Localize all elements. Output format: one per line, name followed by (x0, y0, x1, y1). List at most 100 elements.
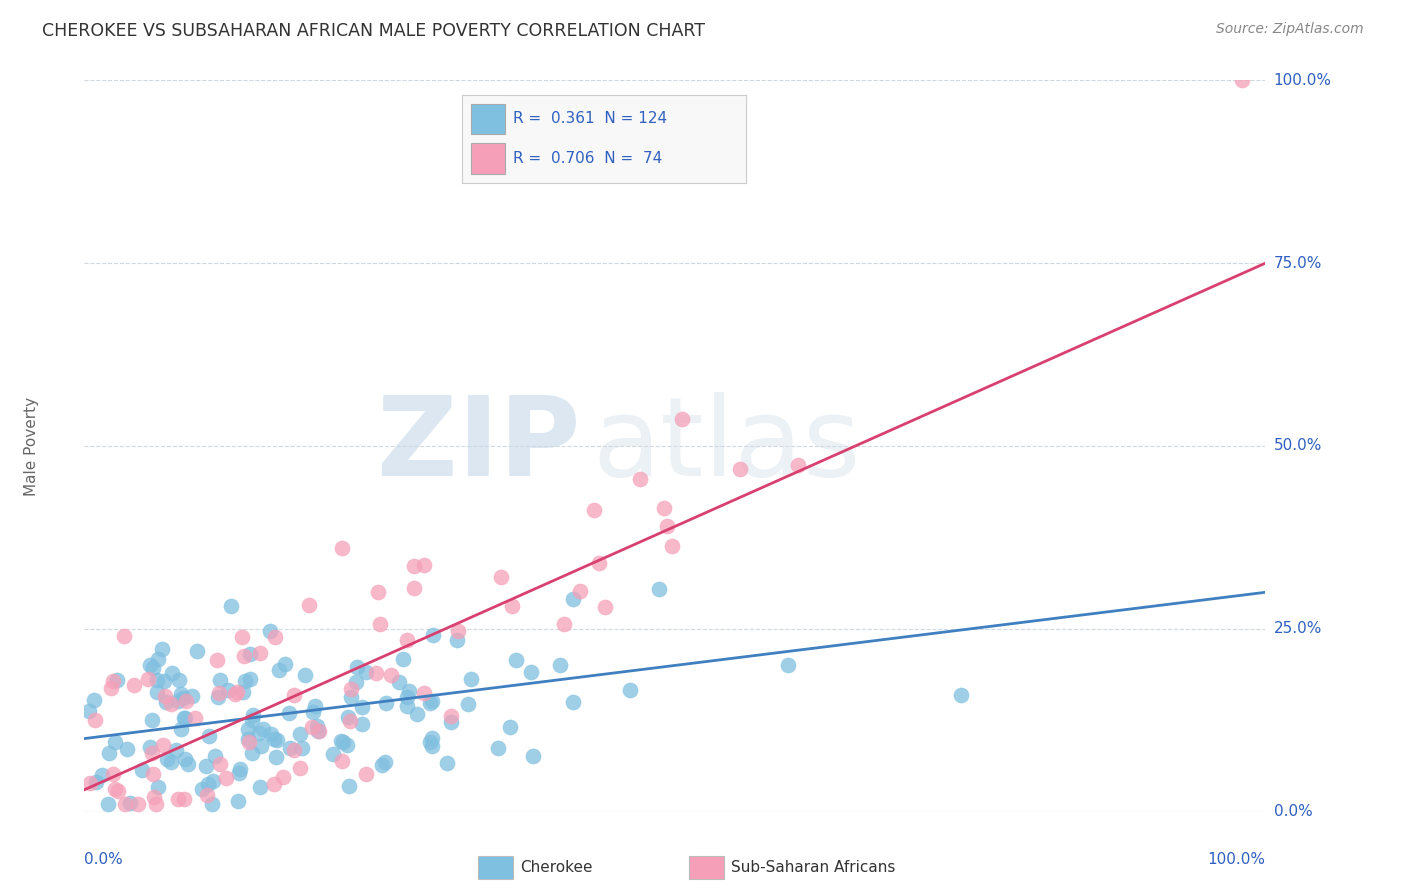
Text: ZIP: ZIP (377, 392, 581, 500)
Point (283, 743, 305, 757)
Point (184, 710, 207, 724)
Point (395, 633, 418, 648)
Point (344, 674, 367, 689)
Point (165, 743, 187, 757)
Point (160, 755, 183, 769)
Point (412, 685, 434, 699)
Text: CHEROKEE VS SUBSAHARAN AFRICAN MALE POVERTY CORRELATION CHART: CHEROKEE VS SUBSAHARAN AFRICAN MALE POVE… (42, 22, 706, 40)
Point (172, 691, 194, 706)
Point (520, 665, 543, 679)
Point (142, 767, 165, 781)
Point (460, 673, 482, 687)
Text: 50.0%: 50.0% (1274, 439, 1322, 453)
Point (247, 726, 270, 740)
Point (307, 724, 329, 739)
Point (582, 503, 605, 517)
Point (395, 699, 418, 714)
Point (214, 771, 236, 785)
Point (364, 665, 387, 680)
Point (143, 790, 166, 805)
Point (259, 624, 281, 639)
Point (420, 731, 443, 745)
Point (97, 797, 120, 812)
Point (242, 707, 264, 722)
Point (242, 746, 264, 760)
Point (228, 766, 250, 780)
Point (79, 776, 101, 790)
Point (522, 749, 544, 764)
Point (370, 758, 392, 772)
Point (671, 411, 693, 425)
Point (240, 713, 263, 727)
Point (569, 584, 592, 599)
Point (238, 734, 260, 748)
Point (419, 696, 441, 710)
Point (380, 668, 402, 682)
Point (367, 584, 389, 599)
Point (269, 663, 291, 677)
Point (167, 673, 190, 687)
Point (294, 668, 316, 682)
Text: Source: ZipAtlas.com: Source: ZipAtlas.com (1216, 22, 1364, 37)
Point (233, 674, 256, 689)
Point (283, 689, 305, 703)
Point (413, 558, 436, 573)
FancyBboxPatch shape (471, 103, 505, 135)
Point (263, 630, 285, 644)
Point (224, 687, 246, 701)
Point (264, 750, 287, 764)
Point (104, 735, 127, 749)
Point (260, 726, 283, 740)
Point (209, 673, 232, 687)
Point (115, 742, 138, 756)
Point (194, 759, 217, 773)
Point (197, 776, 219, 790)
Point (202, 773, 225, 788)
Point (173, 792, 195, 806)
Text: 25.0%: 25.0% (1274, 622, 1322, 636)
Point (501, 599, 523, 614)
Point (619, 682, 641, 697)
Point (84, 775, 107, 789)
Point (505, 653, 527, 667)
Point (167, 792, 190, 806)
Point (170, 722, 193, 736)
Point (628, 472, 651, 486)
Point (122, 678, 145, 692)
Point (219, 599, 242, 613)
Point (305, 719, 328, 733)
Point (1230, 73, 1253, 87)
Point (337, 710, 360, 724)
Point (174, 752, 197, 766)
Point (405, 707, 427, 722)
Point (446, 632, 468, 647)
Point (233, 648, 256, 663)
Point (550, 657, 572, 672)
Point (404, 582, 426, 596)
FancyBboxPatch shape (471, 144, 505, 174)
Point (553, 616, 575, 631)
Point (156, 752, 179, 766)
Point (332, 734, 354, 748)
Point (368, 616, 391, 631)
Point (208, 686, 231, 700)
Point (776, 657, 799, 672)
Point (422, 694, 444, 708)
Point (489, 570, 512, 584)
Point (150, 642, 173, 657)
Text: 100.0%: 100.0% (1274, 73, 1331, 87)
Point (105, 673, 128, 688)
Point (141, 714, 163, 728)
Point (118, 797, 141, 811)
Point (252, 722, 274, 736)
Point (346, 660, 368, 674)
Point (652, 501, 675, 516)
Point (107, 784, 129, 798)
Point (440, 715, 463, 730)
Point (266, 732, 288, 747)
Point (396, 690, 419, 704)
Point (103, 673, 125, 688)
Point (336, 738, 359, 752)
Text: 75.0%: 75.0% (1274, 256, 1322, 270)
Point (374, 755, 396, 769)
